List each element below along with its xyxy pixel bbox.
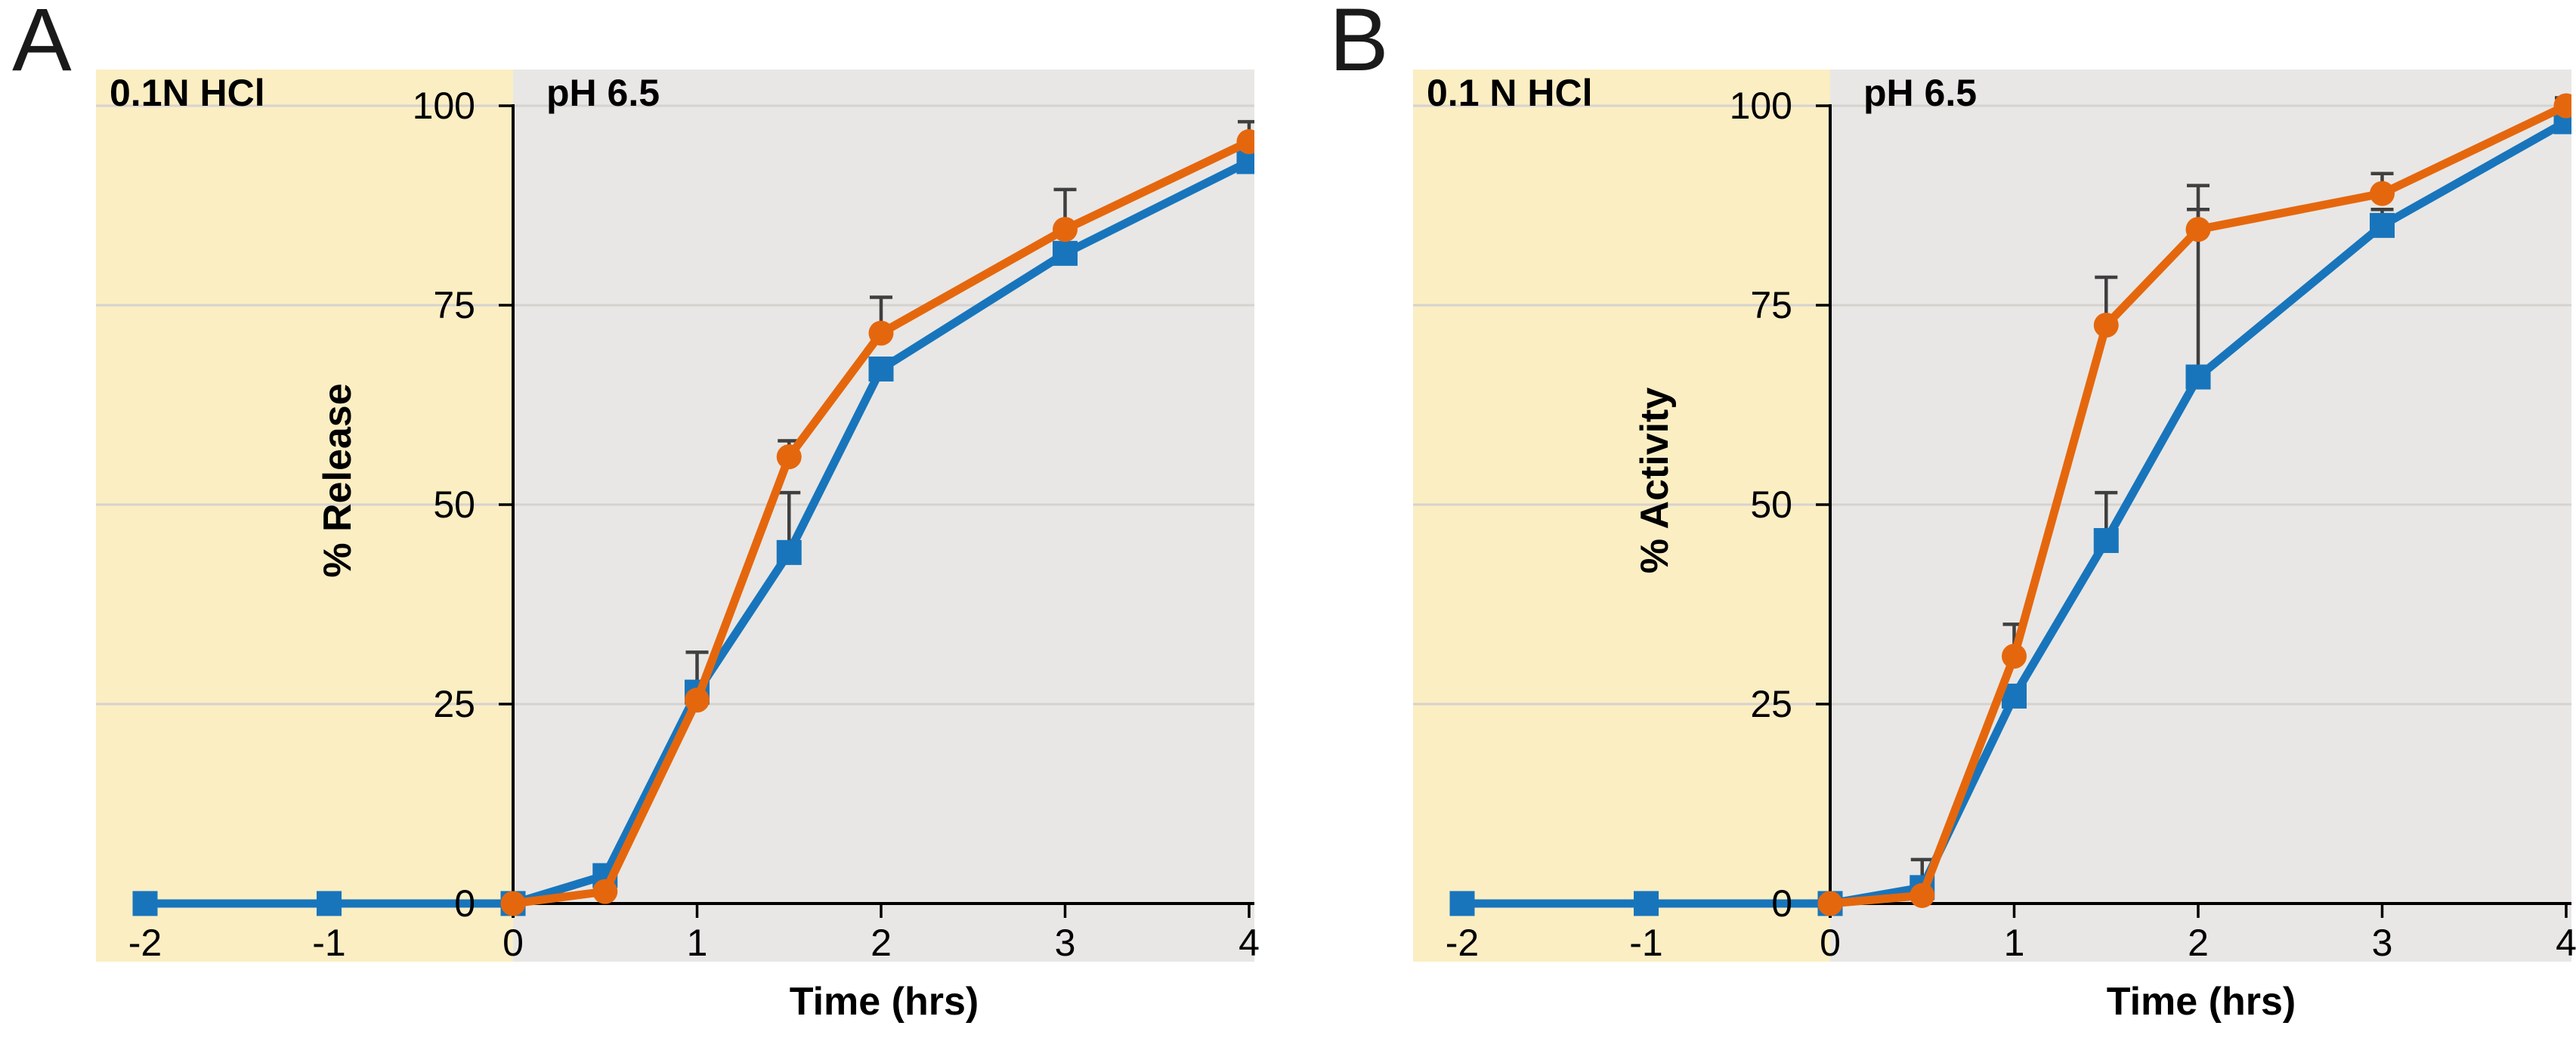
ph-region-label: pH 6.5: [546, 72, 660, 114]
x-tick-label: 2: [2188, 922, 2209, 964]
x-tick-label: 0: [1820, 922, 1841, 964]
square-marker: [132, 891, 158, 916]
square-marker: [1053, 240, 1078, 266]
panel-a: A 0.1N HCl pH 6.5 % Release Time (hrs) 0…: [12, 0, 1260, 1024]
circle-marker: [1817, 891, 1843, 916]
data-layer: [132, 119, 1254, 916]
x-tick-label: -2: [128, 922, 162, 964]
x-tick-label: -1: [1629, 922, 1663, 964]
y-tick-label: 50: [433, 483, 475, 526]
gridlines: [96, 104, 1254, 706]
y-tick-label: 0: [1771, 882, 1792, 925]
panel-a-chart: [96, 104, 1254, 918]
x-tick-label: 0: [503, 922, 524, 964]
circle-marker: [500, 891, 526, 916]
y-tick-label: 25: [433, 683, 475, 725]
error-bars: [685, 490, 801, 693]
y-tick-label: 75: [433, 284, 475, 326]
circle-marker: [592, 879, 618, 904]
x-tick-label: 3: [1054, 922, 1076, 964]
y-tick-label: 75: [1750, 284, 1792, 326]
y-tick-label: 0: [454, 882, 475, 925]
panel-b-letter: B: [1329, 0, 1389, 90]
square-marker: [2093, 528, 2119, 554]
series-markers: [1449, 109, 2571, 916]
circle-marker: [1053, 217, 1078, 242]
square-marker: [868, 356, 894, 381]
axes: [1816, 104, 2571, 918]
panel-b: B 0.1 N HCl pH 6.5 % Activity Time (hrs)…: [1317, 0, 2576, 1041]
square-marker: [2185, 364, 2211, 390]
circle-marker: [868, 320, 894, 346]
y-tick-label: 100: [412, 85, 475, 127]
square-marker: [1634, 891, 1659, 916]
square-marker: [1236, 149, 1254, 175]
x-axis-title: Time (hrs): [789, 980, 979, 1024]
square-marker: [776, 539, 802, 565]
series-markers: [132, 149, 1254, 916]
data-layer: [1449, 93, 2571, 916]
axes: [499, 104, 1254, 918]
acid-region-background: [96, 70, 513, 962]
y-tick-label: 100: [1729, 85, 1792, 127]
x-tick-label: 4: [1239, 922, 1260, 964]
x-tick-label: -1: [312, 922, 346, 964]
y-tick-label: 50: [1750, 483, 1792, 526]
y-axis-title: % Activity: [1633, 387, 1677, 574]
acid-region-label: 0.1 N HCl: [1427, 72, 1593, 114]
series-markers: [1817, 93, 2571, 916]
circle-marker: [2370, 181, 2395, 206]
series-markers: [500, 129, 1254, 916]
error-bars: [1910, 208, 2394, 888]
y-tick-label: 25: [1750, 683, 1792, 725]
series-blue-squares: [1449, 109, 2571, 916]
circle-marker: [2002, 644, 2027, 669]
circle-marker: [1236, 129, 1254, 155]
series-line: [141, 157, 1254, 908]
square-marker: [317, 891, 342, 916]
circle-marker: [1910, 882, 1935, 908]
panel-b-chart: [1413, 93, 2571, 918]
x-tick-label: 1: [2003, 922, 2025, 964]
x-tick-label: 4: [2556, 922, 2576, 964]
y-axis-title: % Release: [316, 383, 360, 578]
x-tick-label: -2: [1445, 922, 1480, 964]
ph-region-label: pH 6.5: [1863, 72, 1978, 114]
square-marker: [2370, 212, 2395, 238]
circle-marker: [2185, 217, 2211, 242]
panel-a-letter: A: [12, 0, 72, 90]
circle-marker: [685, 687, 710, 713]
square-marker: [1449, 891, 1475, 916]
series-line: [509, 137, 1254, 908]
series-orange-circles: [500, 119, 1254, 916]
circle-marker: [2093, 312, 2119, 338]
x-axis-title: Time (hrs): [2106, 980, 2296, 1024]
x-tick-label: 1: [686, 922, 708, 964]
circle-marker: [776, 444, 802, 470]
acid-region-background: [1413, 70, 1830, 962]
gridlines: [1413, 104, 2571, 706]
x-tick-label: 3: [2371, 922, 2393, 964]
x-tick-label: 2: [871, 922, 892, 964]
series-orange-circles: [1817, 93, 2571, 916]
series-blue-squares: [132, 149, 1254, 916]
acid-region-label: 0.1N HCl: [110, 72, 265, 114]
circle-marker: [2553, 93, 2571, 119]
